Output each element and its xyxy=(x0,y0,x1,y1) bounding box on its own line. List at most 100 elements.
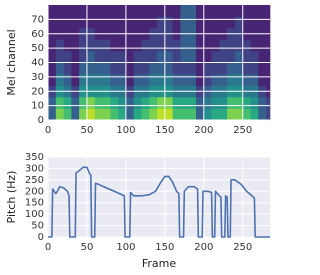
heatmap-cell xyxy=(141,74,150,86)
heatmap-cell xyxy=(133,108,142,121)
heatmap-cell xyxy=(157,16,166,29)
x-tick-label: 0 xyxy=(45,125,51,136)
heatmap-cell xyxy=(141,16,150,29)
heatmap-cell xyxy=(94,97,103,109)
heatmap-cell xyxy=(86,39,96,52)
heatmap-cell xyxy=(63,97,72,109)
heatmap-cell xyxy=(227,39,236,52)
heatmap-cell xyxy=(48,16,57,29)
heatmap-cell xyxy=(55,74,64,86)
heatmap-cell xyxy=(266,62,271,75)
heatmap-cell xyxy=(180,51,189,63)
heatmap-cell xyxy=(164,51,173,63)
heatmap-cell xyxy=(203,16,212,29)
heatmap-cell xyxy=(211,108,220,121)
heatmap-cell xyxy=(71,16,80,29)
heatmap-cell xyxy=(164,74,173,86)
heatmap-cell xyxy=(266,108,271,121)
heatmap-cell xyxy=(63,74,72,86)
heatmap-cell xyxy=(172,62,181,75)
heatmap-cell xyxy=(102,74,111,86)
heatmap-cell xyxy=(86,97,96,109)
y-tick-label: 20 xyxy=(31,86,44,97)
heatmap-cell xyxy=(149,108,158,121)
heatmap-cell xyxy=(86,108,96,121)
heatmap-cell xyxy=(86,16,96,29)
heatmap-cell xyxy=(250,5,259,17)
heatmap-cell xyxy=(203,108,212,121)
heatmap-cell xyxy=(157,5,166,17)
x-tick-label: 200 xyxy=(194,242,213,253)
heatmap-cell xyxy=(180,97,189,109)
heatmap-cell xyxy=(110,62,119,75)
heatmap-cell xyxy=(141,62,150,75)
heatmap-cell xyxy=(258,39,267,52)
heatmap-cell xyxy=(203,97,212,109)
heatmap-cell xyxy=(79,16,88,29)
heatmap-cell xyxy=(234,74,244,86)
heatmap-cell xyxy=(196,39,205,52)
heatmap-cell xyxy=(102,5,111,17)
heatmap-cell xyxy=(118,108,127,121)
heatmap-cell xyxy=(125,62,134,75)
heatmap-cell xyxy=(79,51,88,63)
heatmap-cell xyxy=(125,97,134,109)
y-tick-label: 0 xyxy=(38,115,44,126)
heatmap-cell xyxy=(94,108,103,121)
heatmap-cell xyxy=(227,51,236,63)
heatmap-cell xyxy=(242,51,251,63)
heatmap-cell xyxy=(164,62,173,75)
heatmap-cell xyxy=(55,97,64,109)
heatmap-cell xyxy=(118,39,127,52)
heatmap-cell xyxy=(125,51,134,63)
heatmap-cell xyxy=(219,97,228,109)
heatmap-cell xyxy=(48,97,57,109)
heatmap-cell xyxy=(79,74,88,86)
heatmap-cell xyxy=(203,62,212,75)
heatmap-cell xyxy=(188,74,197,86)
heatmap-cell xyxy=(266,74,271,86)
heatmap-cell xyxy=(71,39,80,52)
heatmap-cell xyxy=(227,97,236,109)
y-tick-label: 300 xyxy=(25,163,44,174)
heatmap-cell xyxy=(234,5,244,17)
heatmap-cell xyxy=(196,97,205,109)
heatmap-cell xyxy=(125,39,134,52)
heatmap-cell xyxy=(258,62,267,75)
heatmap-cell xyxy=(266,16,271,29)
heatmap-cell xyxy=(102,16,111,29)
heatmap-cell xyxy=(188,62,197,75)
heatmap-cell xyxy=(149,51,158,63)
y-tick-label: 70 xyxy=(31,14,44,25)
heatmap-cell xyxy=(133,39,142,52)
heatmap-cell xyxy=(71,97,80,109)
heatmap-cell xyxy=(188,39,197,52)
heatmap-cell xyxy=(180,16,189,29)
heatmap-cell xyxy=(55,39,64,52)
heatmap-cell xyxy=(196,16,205,29)
heatmap-cell xyxy=(86,5,96,17)
y-tick-label: 50 xyxy=(31,221,44,232)
heatmap-cell xyxy=(125,16,134,29)
heatmap-cell xyxy=(149,74,158,86)
y-tick-label: 150 xyxy=(25,198,44,209)
heatmap-cell xyxy=(48,108,57,121)
heatmap-cell xyxy=(219,5,228,17)
heatmap-cell xyxy=(196,51,205,63)
heatmap-cell xyxy=(110,108,119,121)
heatmap-cell xyxy=(71,108,80,121)
heatmap-cell xyxy=(110,97,119,109)
heatmap-cell xyxy=(110,74,119,86)
heatmap-cell xyxy=(250,97,259,109)
heatmap-cell xyxy=(94,51,103,63)
heatmap-cell xyxy=(188,108,197,121)
heatmap-cell xyxy=(196,108,205,121)
heatmap-cell xyxy=(234,108,244,121)
heatmap-cell xyxy=(242,62,251,75)
heatmap-cell xyxy=(180,108,189,121)
heatmap-cell xyxy=(63,62,72,75)
heatmap-cell xyxy=(242,16,251,29)
heatmap-cell xyxy=(110,16,119,29)
heatmap-cell xyxy=(219,39,228,52)
heatmap-cell xyxy=(242,39,251,52)
